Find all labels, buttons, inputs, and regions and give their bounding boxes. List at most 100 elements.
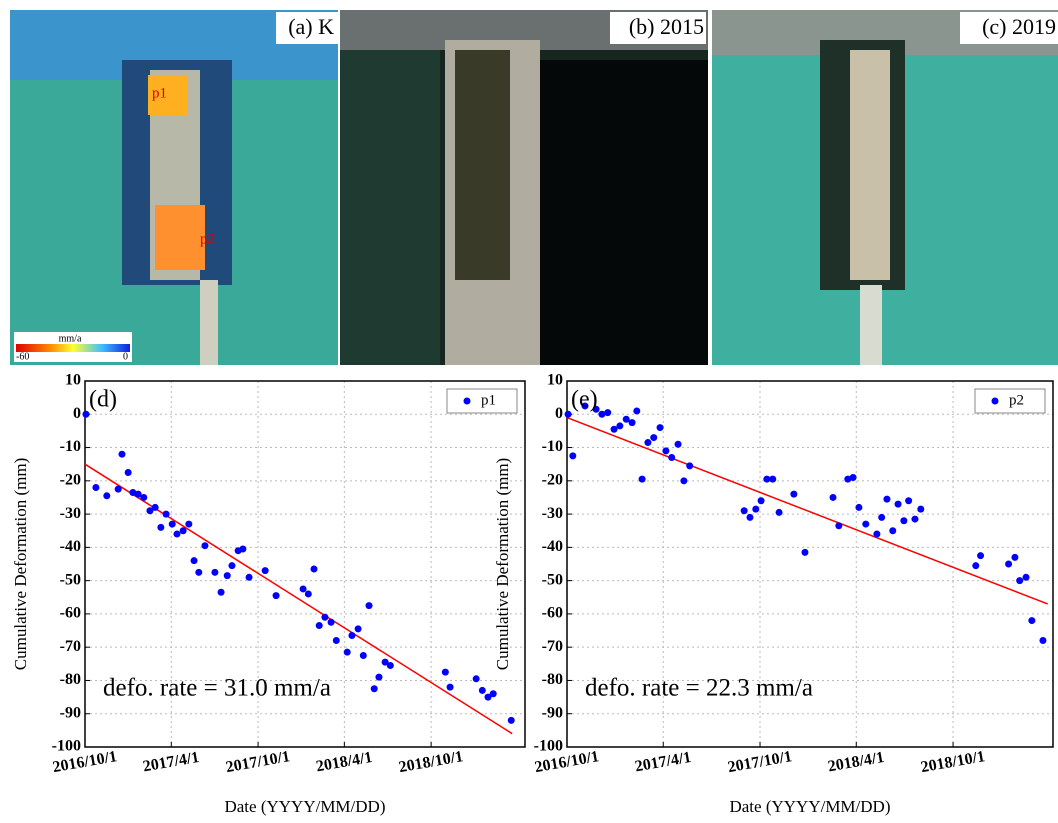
data-point bbox=[680, 477, 688, 485]
data-point bbox=[757, 497, 765, 505]
y-tick-label: -40 bbox=[542, 538, 563, 555]
y-tick-label: -80 bbox=[542, 671, 563, 688]
data-point bbox=[638, 475, 646, 483]
y-tick-label: -60 bbox=[542, 605, 563, 622]
marker-label: p1 bbox=[152, 85, 167, 101]
y-tick-label: -10 bbox=[542, 438, 563, 455]
data-point bbox=[217, 588, 225, 596]
data-point bbox=[616, 422, 624, 430]
y-tick-label: -30 bbox=[542, 505, 563, 522]
y-tick-label: -20 bbox=[542, 471, 563, 488]
data-point bbox=[140, 493, 148, 501]
data-point bbox=[622, 415, 630, 423]
data-point bbox=[740, 507, 748, 515]
data-point bbox=[114, 485, 122, 493]
data-point bbox=[835, 522, 843, 530]
data-point bbox=[855, 503, 863, 511]
rate-annotation: defo. rate = 22.3 mm/a bbox=[585, 675, 813, 702]
data-point bbox=[1011, 553, 1019, 561]
data-point bbox=[889, 527, 897, 535]
data-point bbox=[211, 568, 219, 576]
data-point bbox=[911, 515, 919, 523]
y-tick-label: -80 bbox=[60, 671, 81, 688]
data-point bbox=[162, 510, 170, 518]
y-tick-label: 0 bbox=[73, 405, 81, 422]
legend-marker bbox=[991, 397, 999, 405]
data-point bbox=[82, 410, 90, 418]
data-point bbox=[223, 572, 231, 580]
panel-c: (c) 2019 bbox=[712, 10, 1058, 365]
data-point bbox=[610, 425, 618, 433]
y-axis-label: Cumulative Deformation (mm) bbox=[493, 458, 512, 670]
x-tick-label: 2018/4/1 bbox=[827, 749, 886, 776]
data-point bbox=[569, 452, 577, 460]
data-point bbox=[581, 402, 589, 410]
data-point bbox=[763, 475, 771, 483]
data-point bbox=[668, 454, 676, 462]
chart: 100-10-20-30-40-50-60-70-80-90-1002016/1… bbox=[493, 372, 1054, 816]
y-tick-label: 10 bbox=[65, 372, 81, 389]
legend-box bbox=[974, 388, 1046, 414]
data-point bbox=[686, 462, 694, 470]
data-point bbox=[261, 567, 269, 575]
data-point bbox=[190, 557, 198, 565]
data-point bbox=[386, 661, 394, 669]
data-point bbox=[917, 505, 925, 513]
x-tick-label: 2017/4/1 bbox=[142, 749, 201, 776]
data-point bbox=[446, 683, 454, 691]
data-point bbox=[245, 573, 253, 581]
y-tick-label: -100 bbox=[534, 738, 563, 755]
data-point bbox=[662, 447, 670, 455]
colorbar-max: 0 bbox=[123, 351, 128, 362]
x-tick-label: 2018/4/1 bbox=[315, 749, 374, 776]
y-tick-label: -90 bbox=[60, 704, 81, 721]
y-tick-label: -30 bbox=[60, 505, 81, 522]
legend-label: p1 bbox=[481, 392, 496, 408]
data-point bbox=[92, 483, 100, 491]
y-tick-label: -90 bbox=[542, 704, 563, 721]
data-point bbox=[124, 469, 132, 476]
colorbar-min: -60 bbox=[16, 351, 29, 362]
data-point bbox=[370, 685, 378, 693]
data-point bbox=[151, 503, 159, 511]
panel-label: (a) K bbox=[288, 14, 334, 39]
data-point bbox=[604, 409, 612, 417]
x-axis-label: Date (YYYY/MM/DD) bbox=[729, 797, 890, 816]
x-tick-label: 2017/10/1 bbox=[224, 748, 291, 776]
data-point bbox=[375, 673, 383, 681]
x-tick-label: 2018/10/1 bbox=[398, 748, 465, 776]
data-point bbox=[310, 565, 318, 573]
colorbar-unit: mm/a bbox=[59, 333, 82, 344]
y-tick-label: -40 bbox=[60, 538, 81, 555]
y-tick-label: -70 bbox=[60, 638, 81, 655]
panel-label: (c) 2019 bbox=[982, 14, 1056, 39]
data-point bbox=[472, 675, 480, 683]
data-point bbox=[674, 440, 682, 448]
data-point bbox=[1022, 573, 1030, 581]
data-point bbox=[327, 618, 335, 626]
data-point bbox=[272, 592, 280, 600]
data-point bbox=[304, 590, 312, 598]
y-tick-label: -100 bbox=[52, 738, 81, 755]
data-point bbox=[134, 490, 142, 498]
legend-box bbox=[446, 388, 518, 414]
data-point bbox=[849, 473, 857, 481]
data-point bbox=[103, 492, 111, 500]
data-point bbox=[905, 497, 913, 505]
panel-b: (b) 2015 bbox=[340, 10, 708, 365]
data-point bbox=[118, 450, 126, 458]
data-point bbox=[332, 637, 340, 645]
data-point bbox=[507, 716, 515, 724]
panel-annotation: (e) bbox=[571, 387, 598, 413]
data-point bbox=[752, 505, 760, 513]
data-point bbox=[844, 475, 852, 483]
panel-annotation: (d) bbox=[89, 387, 117, 413]
data-point bbox=[1005, 560, 1013, 568]
data-point bbox=[650, 434, 658, 442]
axis-frame bbox=[84, 380, 526, 748]
y-tick-label: -20 bbox=[60, 471, 81, 488]
data-point bbox=[489, 690, 497, 698]
x-axis-label: Date (YYYY/MM/DD) bbox=[224, 797, 385, 816]
data-point bbox=[1028, 617, 1036, 625]
